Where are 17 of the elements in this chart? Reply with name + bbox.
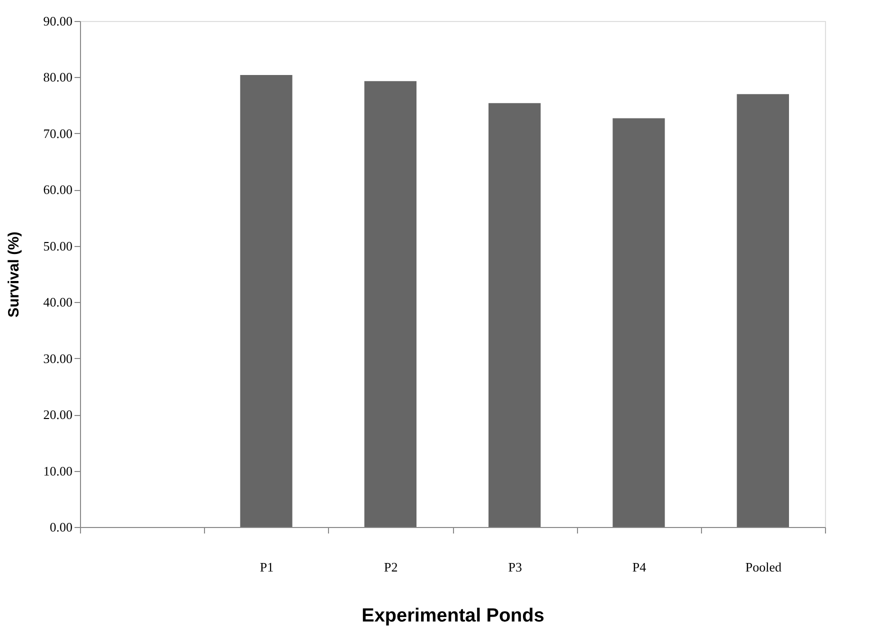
y-tick-label: 50.00 bbox=[43, 238, 72, 254]
x-tick-label: P2 bbox=[384, 560, 398, 574]
x-tick-label: P1 bbox=[260, 560, 274, 574]
y-tick-label: 0.00 bbox=[50, 520, 72, 534]
y-tick-label: 60.00 bbox=[43, 182, 72, 198]
y-tick-label: 10.00 bbox=[43, 463, 72, 478]
y-tick-label: 90.00 bbox=[43, 14, 72, 28]
x-tick-label: Pooled bbox=[745, 560, 782, 574]
x-tick-label: P3 bbox=[508, 560, 522, 574]
y-tick-label: 30.00 bbox=[43, 350, 72, 366]
y-axis-title: Survival (%) bbox=[5, 232, 22, 318]
y-tick-label: 20.00 bbox=[43, 407, 72, 422]
y-tick-label: 80.00 bbox=[43, 70, 72, 85]
y-tick-label: 70.00 bbox=[43, 126, 72, 141]
x-tick-label: P4 bbox=[632, 560, 647, 574]
x-axis-title: Experimental Ponds bbox=[362, 606, 544, 626]
y-tick-label: 40.00 bbox=[43, 294, 72, 310]
